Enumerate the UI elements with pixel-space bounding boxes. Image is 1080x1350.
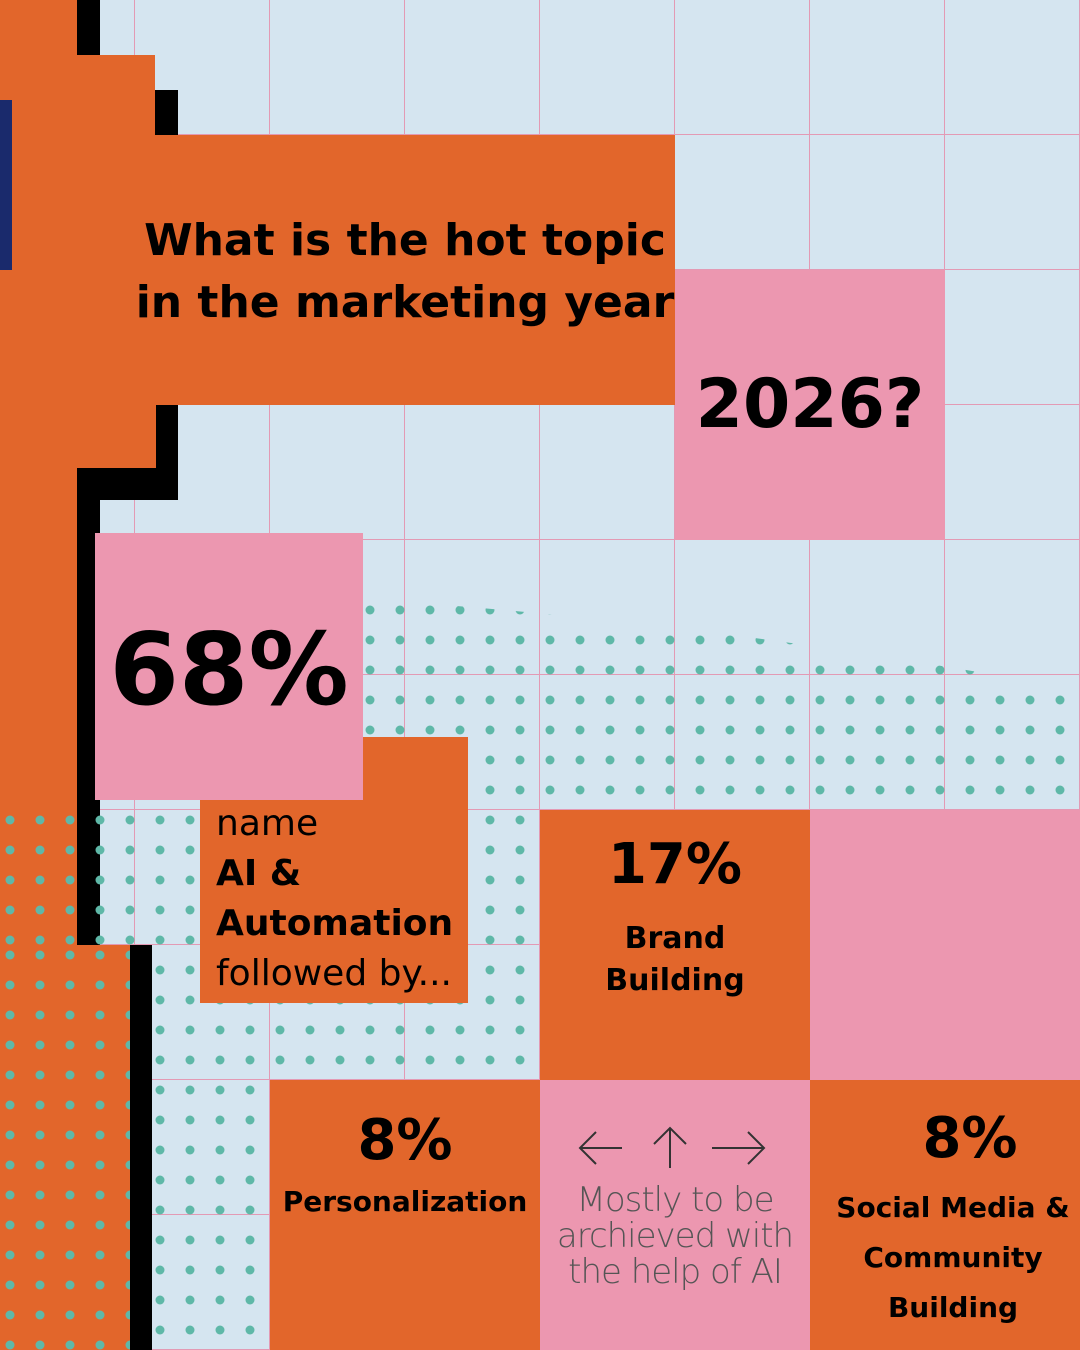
text-line: name [216, 803, 319, 844]
shape [0, 55, 155, 135]
label-line: Community [863, 1241, 1043, 1274]
main-value-box: 68% [95, 533, 363, 800]
year-box: 2026? [675, 270, 945, 540]
title: What is the hot topic in the marketing y… [135, 210, 675, 334]
label-line: Building [605, 963, 745, 998]
stat-value: 8% [922, 1106, 1018, 1171]
title-line: in the marketing year [135, 277, 675, 328]
label-line: Brand [624, 921, 726, 956]
dot-pattern [0, 945, 130, 1350]
main-value: 68% [109, 611, 349, 728]
note-line: the help of AI [568, 1252, 783, 1292]
year: 2026? [695, 365, 925, 444]
stat-value: 17% [607, 832, 743, 897]
text-line: AI & [216, 853, 302, 894]
stat-box: 8% Social Media & Community Building [810, 1080, 1080, 1350]
label-line: Social Media & [836, 1191, 1070, 1224]
label-line: Personalization [282, 1185, 528, 1218]
stat-label: Social Media & Community Building [818, 1183, 1080, 1333]
main-stat-text: name AI & Automation followed by... [216, 799, 453, 999]
note-line: archieved with [556, 1216, 794, 1256]
arrows [578, 1126, 766, 1168]
stat-value: 8% [357, 1108, 453, 1173]
stat-label: Brand Building [540, 918, 810, 1002]
shape [0, 100, 12, 270]
shape [0, 135, 156, 468]
shape [810, 810, 1080, 1080]
note: Mostly to be archieved with the help of … [540, 1182, 810, 1290]
stat-label: Personalization [270, 1185, 540, 1218]
note-box: Mostly to be archieved with the help of … [540, 1080, 810, 1350]
stat-box: 8% Personalization [270, 1080, 540, 1350]
text-line: Automation [216, 903, 454, 944]
stat-box: 17% Brand Building [540, 810, 810, 1080]
text-line: followed by... [216, 953, 452, 994]
note-line: Mostly to be [576, 1180, 775, 1220]
title-line: What is the hot topic [144, 215, 666, 266]
label-line: Building [887, 1291, 1019, 1324]
title-box: What is the hot topic in the marketing y… [135, 135, 675, 405]
